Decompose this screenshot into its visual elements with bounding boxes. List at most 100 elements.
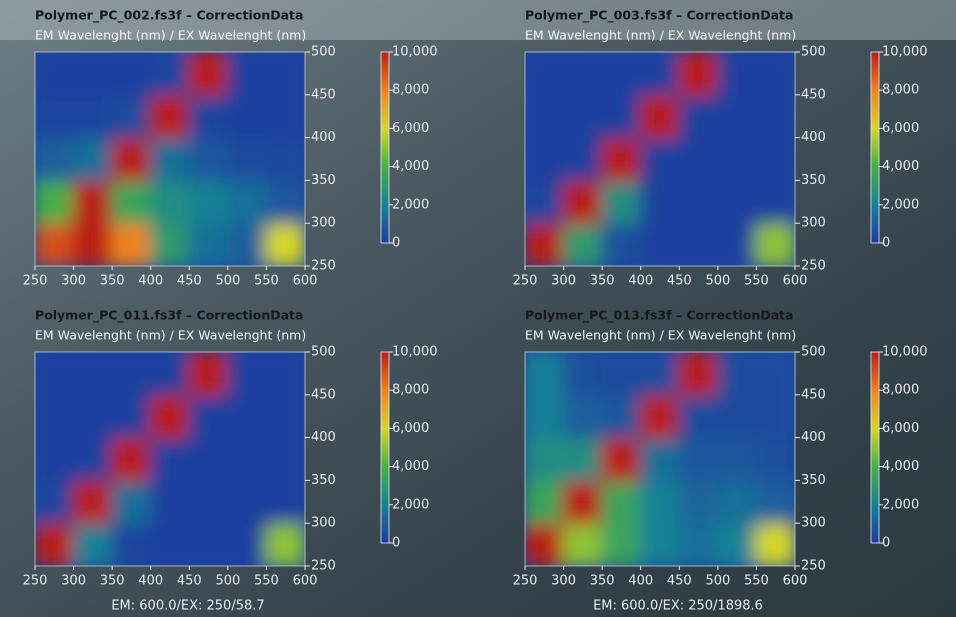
- heat-cell: [111, 352, 152, 396]
- heat-cell: [226, 136, 268, 182]
- heat-cell: [525, 436, 565, 482]
- heat-cell: [149, 352, 191, 396]
- heat-cell: [601, 522, 642, 566]
- colorbar-tick-label: 8,000: [882, 383, 919, 398]
- heat-cell: [755, 52, 795, 96]
- y-tick-label: 300: [801, 216, 826, 231]
- heat-cell: [72, 222, 114, 266]
- plot-area: [35, 52, 305, 266]
- heat-cell: [562, 352, 604, 396]
- heat-cell: [149, 479, 191, 525]
- heat-cell: [111, 436, 152, 482]
- heat-cell: [601, 93, 642, 139]
- heat-cell: [72, 522, 114, 566]
- y-tick-label: 300: [311, 516, 336, 531]
- heat-field: [35, 52, 305, 266]
- colorbar-tick-label: 2,000: [392, 197, 429, 212]
- colorbar-tick-label: 0: [882, 236, 890, 251]
- sky-band: [0, 0, 956, 40]
- heat-cell: [149, 93, 191, 139]
- x-tick-label: 450: [177, 274, 202, 289]
- heat-cell: [149, 436, 191, 482]
- heat-cell: [716, 52, 758, 96]
- heat-cell: [35, 393, 75, 439]
- colorbar-tick-label: 4,000: [392, 459, 429, 474]
- y-tick-label: 250: [311, 559, 336, 574]
- y-tick-label: 400: [311, 430, 336, 445]
- heat-cell: [601, 436, 642, 482]
- heat-cell: [111, 52, 152, 96]
- heat-cell: [525, 522, 565, 566]
- x-tick-label: 500: [705, 574, 730, 589]
- colorbar-tick-label: 10,000: [882, 345, 928, 360]
- heat-cell: [226, 179, 268, 225]
- status-note: EM: 600.0/EX: 250/58.7: [111, 599, 264, 614]
- heat-cell: [525, 179, 565, 225]
- heat-cell: [72, 352, 114, 396]
- heat-cell: [265, 352, 305, 396]
- y-tick-label: 400: [801, 130, 826, 145]
- heat-cell: [265, 522, 305, 566]
- x-tick-label: 400: [628, 574, 653, 589]
- heat-cell: [265, 136, 305, 182]
- heat-cell: [678, 352, 719, 396]
- heat-cell: [188, 479, 229, 525]
- heat-cell: [601, 393, 642, 439]
- heat-cell: [601, 179, 642, 225]
- colorbar-tick-label: 10,000: [392, 45, 438, 60]
- x-tick-label: 600: [293, 574, 318, 589]
- heat-cell: [639, 522, 681, 566]
- colorbar: [380, 51, 390, 244]
- heat-cell: [72, 52, 114, 96]
- heat-cell: [226, 436, 268, 482]
- panel-subtitle: EM Wavelenght (nm) / EX Wavelenght (nm): [525, 28, 796, 43]
- panel-subtitle: EM Wavelenght (nm) / EX Wavelenght (nm): [35, 328, 306, 343]
- colorbar-tick-label: 10,000: [392, 345, 438, 360]
- heat-cell: [755, 93, 795, 139]
- colorbar: [380, 351, 390, 544]
- heat-cell: [562, 93, 604, 139]
- heat-cell: [265, 52, 305, 96]
- heat-cell: [111, 222, 152, 266]
- heat-cell: [188, 393, 229, 439]
- heat-cell: [265, 179, 305, 225]
- heat-cell: [562, 522, 604, 566]
- y-tick-label: 250: [801, 559, 826, 574]
- x-tick-label: 400: [138, 274, 163, 289]
- x-tick-label: 550: [254, 274, 279, 289]
- y-tick-label: 350: [311, 173, 336, 188]
- heat-cell: [149, 179, 191, 225]
- heat-cell: [678, 436, 719, 482]
- x-tick-label: 550: [744, 274, 769, 289]
- heat-cell: [601, 52, 642, 96]
- x-tick-label: 300: [61, 574, 86, 589]
- heat-cell: [35, 436, 75, 482]
- heat-cell: [562, 52, 604, 96]
- heat-cell: [72, 479, 114, 525]
- heat-cell: [678, 522, 719, 566]
- heat-cell: [226, 479, 268, 525]
- x-tick-label: 300: [551, 574, 576, 589]
- heat-cell: [755, 522, 795, 566]
- heat-cell: [562, 179, 604, 225]
- heat-cell: [755, 393, 795, 439]
- heat-cell: [149, 522, 191, 566]
- heat-cell: [716, 93, 758, 139]
- heat-cell: [716, 352, 758, 396]
- heat-cell: [525, 222, 565, 266]
- y-tick-label: 300: [801, 516, 826, 531]
- heat-cell: [111, 522, 152, 566]
- x-tick-label: 450: [667, 574, 692, 589]
- x-tick-label: 400: [628, 274, 653, 289]
- colorbar-tick-label: 2,000: [882, 497, 919, 512]
- panel-title: Polymer_PC_003.fs3f – CorrectionData: [525, 8, 793, 24]
- heat-cell: [149, 136, 191, 182]
- heat-cell: [35, 479, 75, 525]
- colorbar-tick-label: 2,000: [392, 497, 429, 512]
- heat-cell: [226, 52, 268, 96]
- plot-frame: [34, 351, 306, 567]
- colorbar-tick-label: 10,000: [882, 45, 928, 60]
- y-tick-label: 400: [311, 130, 336, 145]
- heat-cell: [265, 222, 305, 266]
- colorbar-tick-label: 6,000: [882, 421, 919, 436]
